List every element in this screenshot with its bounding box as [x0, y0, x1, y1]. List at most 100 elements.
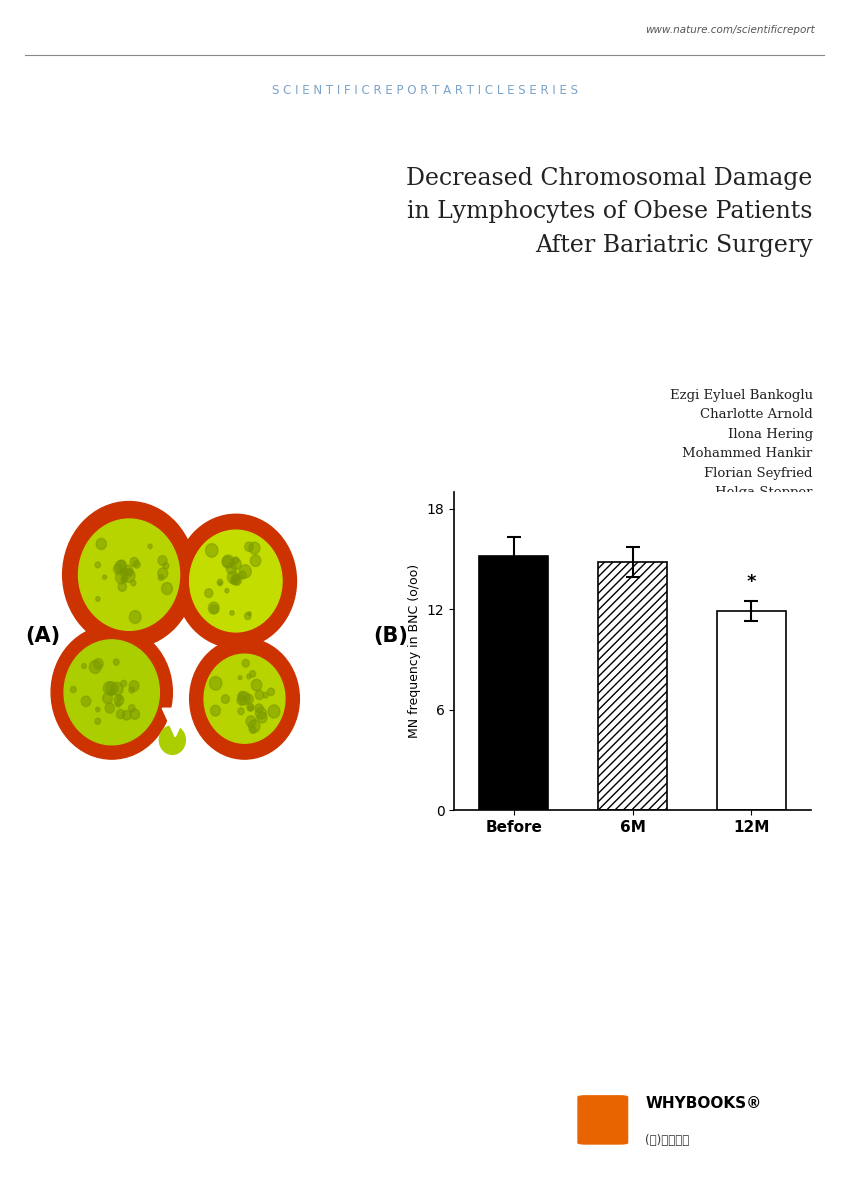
Circle shape: [239, 565, 251, 578]
Circle shape: [129, 686, 134, 694]
Circle shape: [104, 682, 115, 695]
Circle shape: [238, 691, 250, 704]
Circle shape: [222, 556, 234, 568]
Text: S C I E N T I F I C R E P O R T A R T I C L E S E R I E S: S C I E N T I F I C R E P O R T A R T I …: [272, 84, 577, 97]
Circle shape: [121, 576, 127, 582]
Circle shape: [123, 565, 132, 576]
Circle shape: [160, 726, 185, 755]
Text: (주)와이북스: (주)와이북스: [645, 1134, 689, 1147]
Circle shape: [158, 556, 167, 565]
Circle shape: [210, 677, 222, 690]
Text: *: *: [746, 572, 756, 590]
Circle shape: [105, 703, 115, 713]
Circle shape: [247, 674, 251, 679]
Circle shape: [250, 671, 256, 677]
Circle shape: [51, 625, 172, 760]
Circle shape: [248, 612, 251, 616]
Circle shape: [103, 692, 112, 703]
Text: (A): (A): [25, 626, 60, 646]
Y-axis label: MN frequency in BNC (o/oo): MN frequency in BNC (o/oo): [408, 564, 421, 738]
Circle shape: [103, 575, 107, 580]
Circle shape: [231, 575, 240, 584]
Circle shape: [115, 560, 126, 572]
Circle shape: [245, 542, 253, 551]
Circle shape: [256, 690, 264, 700]
Circle shape: [232, 575, 241, 586]
Circle shape: [267, 688, 274, 696]
Circle shape: [96, 707, 100, 712]
Circle shape: [130, 558, 138, 566]
Circle shape: [217, 580, 222, 586]
Circle shape: [204, 654, 285, 743]
Circle shape: [82, 696, 91, 707]
Circle shape: [248, 706, 253, 710]
Circle shape: [225, 588, 229, 593]
Circle shape: [158, 575, 164, 581]
Circle shape: [239, 676, 242, 679]
Circle shape: [63, 502, 195, 648]
Circle shape: [115, 570, 128, 584]
Circle shape: [114, 659, 119, 665]
Circle shape: [205, 589, 213, 598]
Circle shape: [122, 710, 131, 720]
Circle shape: [96, 539, 106, 550]
Circle shape: [122, 569, 135, 582]
Circle shape: [245, 612, 251, 619]
Circle shape: [161, 582, 172, 595]
Circle shape: [133, 560, 140, 569]
Circle shape: [247, 703, 254, 712]
Circle shape: [118, 582, 127, 592]
Circle shape: [70, 686, 76, 692]
Bar: [598, 563, 667, 810]
Circle shape: [127, 569, 133, 576]
Circle shape: [245, 695, 253, 703]
Circle shape: [175, 515, 296, 648]
Circle shape: [111, 683, 123, 695]
Circle shape: [208, 602, 219, 614]
Circle shape: [189, 638, 300, 760]
Circle shape: [121, 577, 126, 582]
Circle shape: [95, 562, 100, 568]
Circle shape: [158, 568, 168, 578]
Circle shape: [205, 544, 218, 557]
Circle shape: [255, 704, 263, 713]
Circle shape: [268, 704, 280, 718]
Circle shape: [211, 706, 221, 716]
Circle shape: [233, 557, 239, 564]
Circle shape: [129, 611, 141, 624]
Circle shape: [222, 695, 229, 703]
Circle shape: [250, 726, 256, 733]
Circle shape: [78, 520, 180, 630]
Circle shape: [116, 709, 125, 719]
Text: (B): (B): [374, 626, 408, 646]
Polygon shape: [162, 708, 188, 737]
Circle shape: [250, 554, 261, 566]
Circle shape: [218, 582, 222, 586]
Circle shape: [242, 659, 250, 667]
Circle shape: [249, 542, 260, 554]
Circle shape: [163, 563, 169, 569]
Text: Decreased Chromosomal Damage
in Lymphocytes of Obese Patients
After Bariatric Su: Decreased Chromosomal Damage in Lymphocy…: [407, 167, 812, 257]
Circle shape: [257, 712, 267, 722]
Circle shape: [263, 692, 268, 698]
Circle shape: [231, 577, 237, 584]
Text: Ezgi Eyluel Bankoglu
Charlotte Arnold
Ilona Hering
Mohammed Hankir
Florian Seyfr: Ezgi Eyluel Bankoglu Charlotte Arnold Il…: [670, 389, 812, 499]
Circle shape: [89, 660, 101, 673]
Circle shape: [114, 564, 122, 574]
Circle shape: [106, 682, 118, 695]
Circle shape: [129, 680, 139, 691]
Circle shape: [117, 695, 122, 701]
Circle shape: [128, 704, 135, 712]
Circle shape: [110, 690, 114, 695]
Text: www.nature.com/scientificreport: www.nature.com/scientificreport: [645, 25, 815, 35]
Bar: [717, 611, 786, 810]
Circle shape: [115, 701, 121, 707]
Circle shape: [114, 695, 124, 706]
Circle shape: [246, 716, 256, 727]
Circle shape: [110, 690, 114, 695]
Circle shape: [131, 581, 136, 586]
Circle shape: [230, 611, 234, 616]
Text: WHYBOOKS®: WHYBOOKS®: [645, 1096, 762, 1111]
Circle shape: [121, 680, 127, 686]
Circle shape: [210, 605, 218, 613]
